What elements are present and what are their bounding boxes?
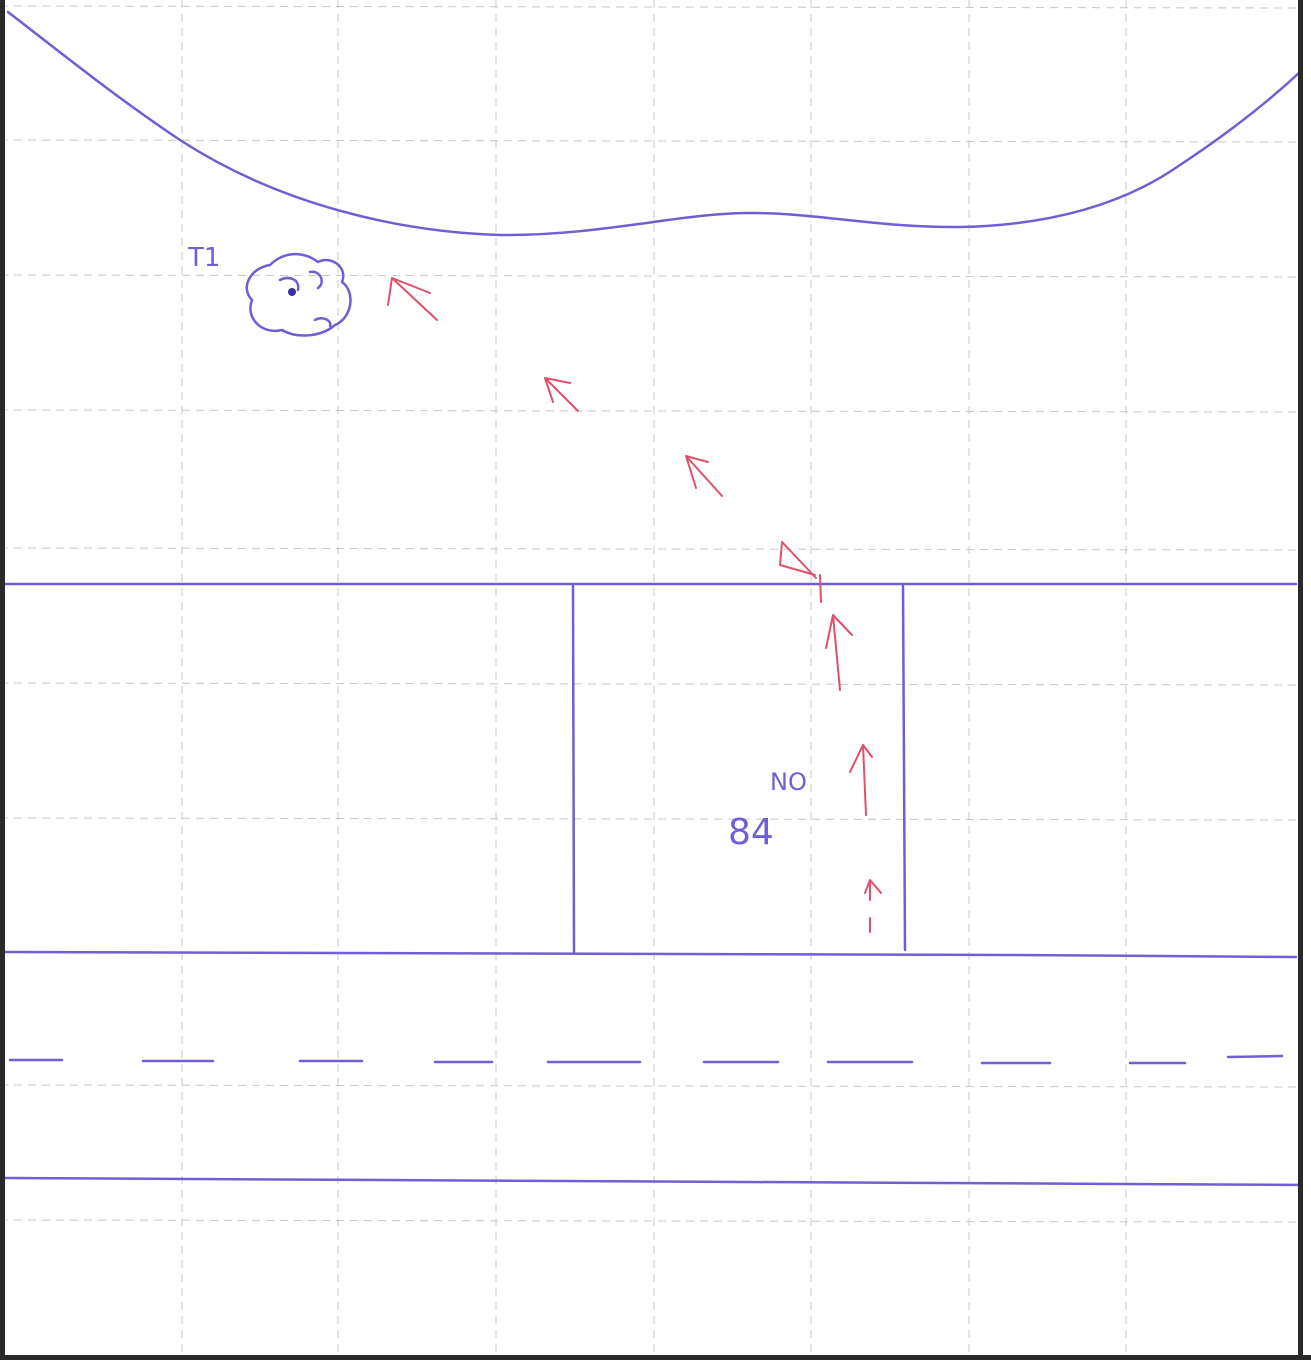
curve-boundary — [6, 10, 1302, 237]
frame-bottom — [0, 1355, 1311, 1360]
tree-trunk — [288, 288, 296, 296]
tree — [245, 252, 352, 337]
frame-left — [0, 0, 5, 1360]
crossing-left — [571, 584, 576, 954]
number-label: 84 — [728, 812, 774, 853]
centre-dashes — [8, 1054, 1284, 1065]
marking-label: NO — [770, 768, 807, 796]
crossing-right — [901, 584, 907, 952]
path-arrows — [387, 277, 882, 933]
tree-label: T1 — [187, 243, 220, 273]
road-edge-bottom — [3, 1176, 1311, 1187]
frame-right-margin — [1303, 0, 1311, 1360]
road-edge-middle — [3, 950, 1298, 959]
